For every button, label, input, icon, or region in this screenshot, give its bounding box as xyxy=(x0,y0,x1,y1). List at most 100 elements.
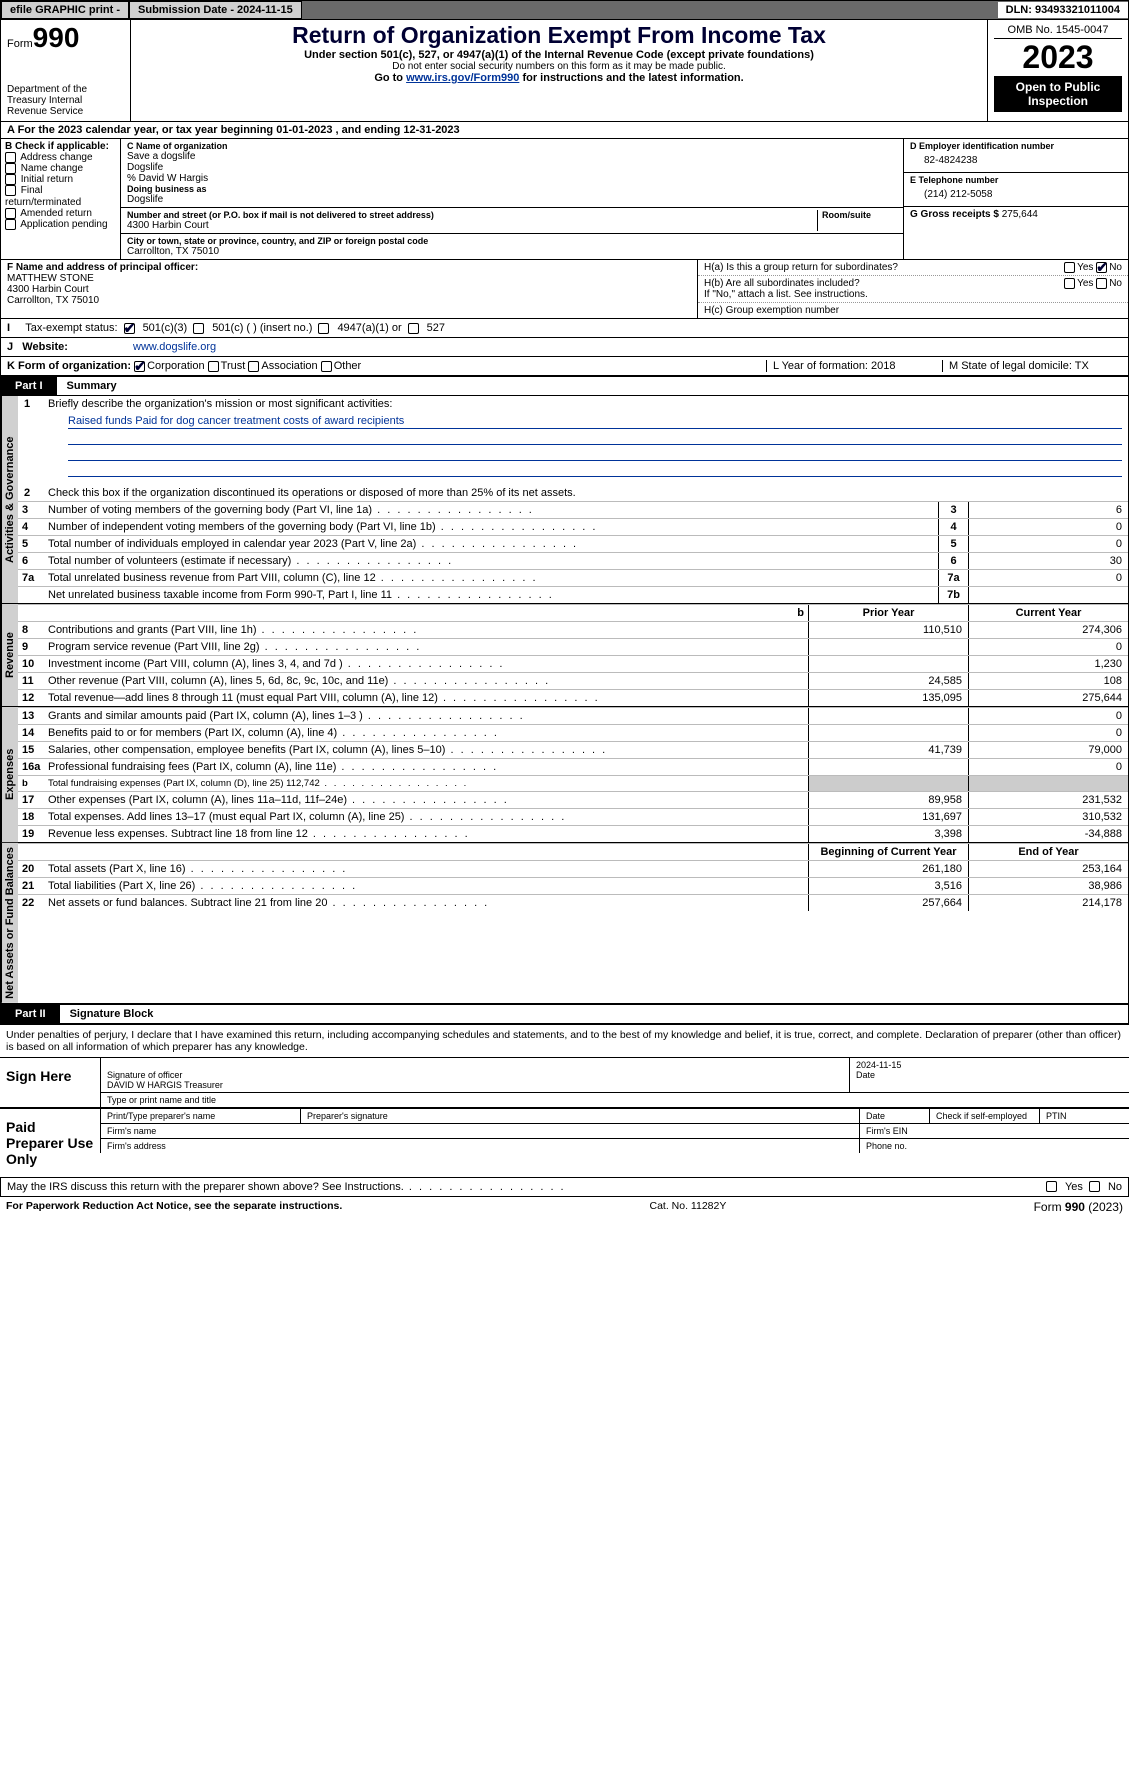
pp-self-lbl: Check if self-employed xyxy=(936,1111,1027,1121)
gross-label: G Gross receipts $ xyxy=(910,209,1002,220)
footer: For Paperwork Reduction Act Notice, see … xyxy=(0,1197,1129,1217)
check-app-pending[interactable] xyxy=(5,219,16,230)
pp-ptin-lbl: PTIN xyxy=(1039,1109,1129,1123)
phone-value: (214) 212-5058 xyxy=(910,185,1122,204)
section-governance: Activities & Governance 1Briefly describ… xyxy=(0,396,1129,604)
goto-pre: Go to xyxy=(374,72,406,84)
data-row: 16aProfessional fundraising fees (Part I… xyxy=(18,758,1128,775)
gov-row: 4Number of independent voting members of… xyxy=(18,518,1128,535)
efile-print-button[interactable]: efile GRAPHIC print - xyxy=(1,1,129,19)
discuss-yes[interactable] xyxy=(1046,1181,1057,1192)
hb-yes[interactable] xyxy=(1064,278,1075,289)
k-trust: Trust xyxy=(221,360,246,372)
part-2-header: Part II Signature Block xyxy=(0,1004,1129,1024)
data-row: 8Contributions and grants (Part VIII, li… xyxy=(18,621,1128,638)
check-final-return[interactable] xyxy=(5,185,16,196)
l2-text: Check this box if the organization disco… xyxy=(48,487,576,499)
ha-yes[interactable] xyxy=(1064,262,1075,273)
discuss-no-lbl: No xyxy=(1108,1181,1122,1193)
entity-block: B Check if applicable: Address change Na… xyxy=(0,139,1129,260)
mission-text: Raised funds Paid for dog cancer treatme… xyxy=(68,415,1122,429)
org-city: Carrollton, TX 75010 xyxy=(127,246,897,257)
sig-date-val: 2024-11-15 xyxy=(856,1060,901,1070)
a-end: 12-31-2023 xyxy=(403,124,459,136)
firm-name-lbl: Firm's name xyxy=(100,1124,859,1138)
discuss-line: May the IRS discuss this return with the… xyxy=(0,1178,1129,1197)
hdr-beg: Beginning of Current Year xyxy=(808,844,968,860)
check-address-change[interactable] xyxy=(5,152,16,163)
data-row: 15Salaries, other compensation, employee… xyxy=(18,741,1128,758)
check-assoc[interactable] xyxy=(248,361,259,372)
tax-year: 2023 xyxy=(994,39,1122,76)
check-527[interactable] xyxy=(408,323,419,334)
j-label: Website: xyxy=(22,341,68,353)
check-501c[interactable] xyxy=(193,323,204,334)
f-label: F Name and address of principal officer: xyxy=(7,262,198,273)
hdr-end: End of Year xyxy=(968,844,1128,860)
b-opt-4: Amended return xyxy=(20,208,92,219)
check-other[interactable] xyxy=(321,361,332,372)
hdr-curr: Current Year xyxy=(968,605,1128,621)
check-501c3[interactable] xyxy=(124,323,135,334)
data-row: 11Other revenue (Part VIII, column (A), … xyxy=(18,672,1128,689)
k-assoc: Association xyxy=(261,360,317,372)
data-row: 20Total assets (Part X, line 16) 261,180… xyxy=(18,860,1128,877)
part1-label: Part I xyxy=(1,377,57,395)
foot-pra: For Paperwork Reduction Act Notice, see … xyxy=(6,1200,342,1214)
officer-street: 4300 Harbin Court xyxy=(7,284,691,295)
phone-label: E Telephone number xyxy=(910,175,1122,185)
data-row: 14Benefits paid to or for members (Part … xyxy=(18,724,1128,741)
sidetab-revenue: Revenue xyxy=(1,604,18,706)
officer-group-block: F Name and address of principal officer:… xyxy=(0,260,1129,319)
data-row: 17Other expenses (Part IX, column (A), l… xyxy=(18,791,1128,808)
a-prefix: A For the 2023 calendar year, or tax yea… xyxy=(7,124,276,136)
data-row: 13Grants and similar amounts paid (Part … xyxy=(18,707,1128,724)
section-expenses: Expenses 13Grants and similar amounts pa… xyxy=(0,707,1129,843)
street-label: Number and street (or P.O. box if mail i… xyxy=(127,210,817,220)
check-name-change[interactable] xyxy=(5,163,16,174)
firm-ein-lbl: Firm's EIN xyxy=(859,1124,1129,1138)
l1-label: Briefly describe the organization's miss… xyxy=(48,396,1122,413)
b-opt-5: Application pending xyxy=(20,219,107,230)
goto-post: for instructions and the latest informat… xyxy=(519,72,743,84)
ha-no[interactable] xyxy=(1096,262,1107,273)
b-opt-1: Name change xyxy=(21,163,83,174)
gov-row: 7aTotal unrelated business revenue from … xyxy=(18,569,1128,586)
dln-value: DLN: 93493321011004 xyxy=(998,2,1128,18)
ha-no-lbl: No xyxy=(1109,262,1122,273)
sign-here-block: Sign Here Signature of officerDAVID W HA… xyxy=(0,1057,1129,1108)
goto-link[interactable]: www.irs.gov/Form990 xyxy=(406,72,519,84)
check-corp[interactable] xyxy=(134,361,145,372)
data-row: 21Total liabilities (Part X, line 26) 3,… xyxy=(18,877,1128,894)
b-opt-3: Final return/terminated xyxy=(5,186,81,208)
dba-label: Doing business as xyxy=(127,184,897,194)
sig-officer-lbl: Signature of officer xyxy=(107,1070,182,1080)
part-1-header: Part I Summary xyxy=(0,376,1129,396)
ein-value: 82-4824238 xyxy=(910,151,1122,170)
check-amended[interactable] xyxy=(5,208,16,219)
check-4947[interactable] xyxy=(318,323,329,334)
i-label: Tax-exempt status: xyxy=(25,322,117,334)
l-year-formation: L Year of formation: 2018 xyxy=(766,360,936,372)
topbar-spacer xyxy=(302,4,998,16)
part1-title: Summary xyxy=(57,377,127,395)
data-row: 22Net assets or fund balances. Subtract … xyxy=(18,894,1128,911)
open-inspection: Open to Public Inspection xyxy=(994,76,1122,112)
check-trust[interactable] xyxy=(208,361,219,372)
discuss-no[interactable] xyxy=(1089,1181,1100,1192)
data-row: 12Total revenue—add lines 8 through 11 (… xyxy=(18,689,1128,706)
hdr-prior: Prior Year xyxy=(808,605,968,621)
sig-declaration: Under penalties of perjury, I declare th… xyxy=(0,1024,1129,1057)
foot-cat: Cat. No. 11282Y xyxy=(650,1200,727,1214)
discuss-text: May the IRS discuss this return with the… xyxy=(7,1181,1040,1193)
mission-blank-3 xyxy=(68,463,1122,477)
officer-city: Carrollton, TX 75010 xyxy=(7,295,691,306)
a-mid: , and ending xyxy=(336,124,404,136)
hb-no[interactable] xyxy=(1096,278,1107,289)
b-label: B Check if applicable: xyxy=(5,141,116,152)
ein-label: D Employer identification number xyxy=(910,141,1122,151)
check-initial-return[interactable] xyxy=(5,174,16,185)
pp-name-lbl: Print/Type preparer's name xyxy=(100,1109,300,1123)
phone-lbl: Phone no. xyxy=(859,1139,1129,1153)
form-number: 990 xyxy=(33,22,80,53)
